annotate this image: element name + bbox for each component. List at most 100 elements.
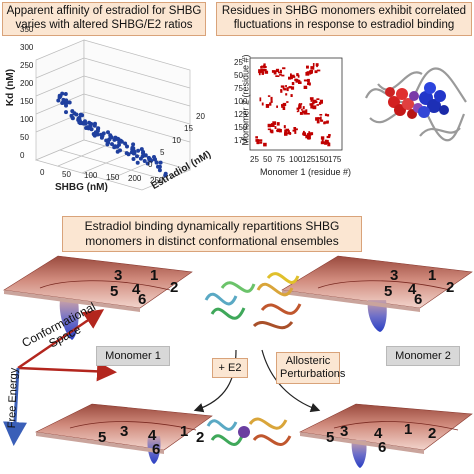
contact-cell xyxy=(287,130,290,135)
contact-cell xyxy=(324,121,329,124)
scatter-x-tick: 100 xyxy=(84,171,98,180)
contact-cell xyxy=(283,88,287,91)
contact-cell xyxy=(261,65,265,68)
contact-cell xyxy=(305,72,310,76)
basin-number-m1-holo: 5 xyxy=(98,429,107,446)
contact-cell xyxy=(310,98,313,102)
contact-cell xyxy=(276,122,280,126)
contact-x-tick: 75 xyxy=(276,155,285,164)
contact-cell xyxy=(320,116,322,121)
contact-cell xyxy=(291,74,295,78)
basin-number-m1-holo: 2 xyxy=(196,429,205,446)
scatter-xlabel: SHBG (nM) xyxy=(55,182,108,193)
contact-cell xyxy=(314,70,318,74)
landscape-title-box: Estradiol binding dynamically repartitio… xyxy=(62,216,362,252)
e2-label-box: + E2 xyxy=(212,358,248,378)
contact-cell xyxy=(312,99,317,103)
contact-cell xyxy=(298,103,301,105)
contact-cell xyxy=(307,83,311,85)
contact-cell xyxy=(282,67,286,70)
contact-cell xyxy=(282,86,285,90)
contact-y-tick: 100 xyxy=(234,97,248,106)
contact-cell xyxy=(312,63,315,67)
contact-cell xyxy=(308,70,312,73)
contact-x-tick: 100 xyxy=(289,155,303,164)
basin-number-m1-holo: 1 xyxy=(180,423,189,440)
contact-cell xyxy=(282,102,287,106)
contact-cell xyxy=(288,86,292,89)
contact-cell xyxy=(256,139,259,141)
contact-cell xyxy=(324,139,329,143)
scatter-point xyxy=(135,160,140,165)
contact-cell xyxy=(312,105,317,110)
scatter-x-tick: 200 xyxy=(128,174,142,183)
scatter-point xyxy=(83,121,88,126)
allosteric-label: Allosteric Perturbations xyxy=(280,355,346,380)
monomer1-label: Monomer 1 xyxy=(96,346,170,366)
scatter-x-tick: 50 xyxy=(62,169,71,179)
free-energy-text: Free Energy xyxy=(5,367,21,429)
contact-cell xyxy=(265,104,270,108)
contact-cell xyxy=(291,82,295,86)
scatter-point xyxy=(77,118,82,123)
scatter-point xyxy=(136,148,141,153)
scatter-point xyxy=(135,154,139,159)
contact-cell xyxy=(267,123,271,128)
scatter-point xyxy=(154,160,159,165)
scatter-point xyxy=(112,145,117,150)
contact-cell xyxy=(285,93,288,96)
basin-number-m2-holo: 2 xyxy=(428,425,437,442)
contact-cell xyxy=(278,129,282,133)
contact-cell xyxy=(272,121,277,125)
contact-cell xyxy=(317,117,321,120)
contact-cell xyxy=(270,96,273,101)
contact-cell xyxy=(323,121,326,125)
scatter-z-tick: 0 xyxy=(20,151,25,160)
contact-cell xyxy=(280,89,283,93)
contact-cell xyxy=(298,104,302,109)
contact-cell xyxy=(321,141,326,144)
contact-y-tick: 25 xyxy=(234,58,243,67)
contact-cell xyxy=(297,109,300,112)
contact-cell xyxy=(301,110,304,114)
contact-cell xyxy=(279,73,282,76)
conformational-axis-upper xyxy=(17,309,105,370)
scatter-point xyxy=(131,142,136,147)
contact-cell xyxy=(261,71,264,75)
contact-cell xyxy=(258,69,262,74)
contact-cell xyxy=(320,119,324,122)
contact-y-tick: 125 xyxy=(234,110,248,119)
scatter-point xyxy=(57,95,62,100)
contact-cell xyxy=(276,75,280,77)
contact-cell xyxy=(288,76,292,80)
contact-cell xyxy=(296,110,299,113)
scatter-point xyxy=(153,157,157,162)
scatter-point xyxy=(110,142,114,147)
contact-cell xyxy=(315,117,319,121)
contact-cell xyxy=(300,103,303,105)
contact-cell xyxy=(328,134,331,137)
contact-cell xyxy=(276,105,278,108)
contact-cell xyxy=(305,113,310,115)
scatter-point xyxy=(89,127,94,132)
scatter-y-tick: 20 xyxy=(196,112,205,121)
contact-cell xyxy=(298,81,302,84)
scatter-point xyxy=(70,116,75,121)
e2-label: + E2 xyxy=(218,362,242,374)
contact-cell xyxy=(263,142,267,147)
contact-cell xyxy=(326,114,330,117)
scatter-z-tick: 300 xyxy=(20,43,34,52)
arrow-allosteric xyxy=(261,349,321,413)
contact-cell xyxy=(270,100,273,103)
contact-cell xyxy=(286,87,289,92)
scatter-points xyxy=(56,91,168,178)
contact-cell xyxy=(261,102,264,106)
basin-number-m2-holo: 3 xyxy=(340,423,349,440)
scatter-title: Apparent affinity of estradiol for SHBG … xyxy=(6,5,202,31)
basin-number-m1-apo: 2 xyxy=(170,279,179,296)
contact-title-box: Residues in SHBG monomers exhibit correl… xyxy=(216,2,472,36)
scatter-point xyxy=(149,158,154,163)
contact-x-tick: 175 xyxy=(328,155,342,164)
scatter-z-tick: 250 xyxy=(20,61,34,70)
contact-cell xyxy=(263,69,267,72)
